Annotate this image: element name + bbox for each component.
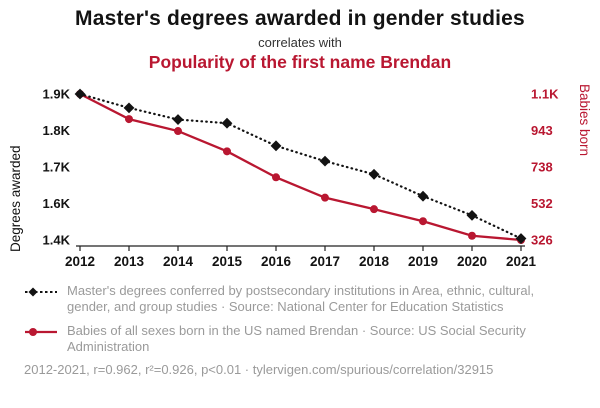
x-tick-label: 2018 [359,254,390,269]
data-point-degrees [515,233,527,244]
plot-svg: 2012 2013 2014 2015 2016 2017 2018 2019 2020 2021… [43,87,560,270]
data-point-brendan [419,217,427,226]
right-axis-tick-label: 943 [531,123,553,138]
series-line-brendan [79,92,522,242]
x-tick-label: 2012 [65,254,95,269]
chart-secondary-title: Popularity of the first name Brendan [148,52,452,72]
left-axis-tick-label: 1.4K [43,233,71,248]
data-point-degrees [74,88,86,100]
left-axis-tick-label: 1.9K [43,87,71,102]
data-point-degrees [172,114,184,125]
data-point-degrees [417,190,429,202]
legend-item-degrees: Master's degrees conferred by postsecond… [24,283,580,316]
data-point-brendan [272,173,280,182]
data-point-brendan [174,127,182,136]
data-point-brendan [125,115,133,124]
x-tick-label: 2019 [408,254,438,269]
right-axis-tick-label: 1.1K [531,87,559,102]
data-point-degrees [123,102,135,114]
legend-label-degrees: Master's degrees conferred by postsecond… [67,283,535,315]
x-tick-label: 2015 [212,254,243,269]
data-point-degrees [270,140,282,152]
series-line-degrees [78,92,523,240]
right-axis-tick-label: 532 [531,196,553,211]
right-axis-title: Babies born [577,84,592,157]
data-point-degrees [221,117,233,129]
legend: Master's degrees conferred by postsecond… [24,283,580,378]
data-point-brendan [321,193,329,202]
data-point-degrees [319,155,331,167]
red-line-circle-legend-icon [24,323,58,342]
left-axis-tick-label: 1.6K [43,196,71,211]
x-tick-label: 2016 [261,254,292,269]
stats-line: 2012-2021, r=0.962, r²=0.926, p<0.01 · t… [24,362,494,377]
x-tick-label: 2014 [163,254,194,269]
data-point-degrees [368,168,380,180]
x-tick-label: 2021 [506,254,537,269]
legend-item-brendan: Babies of all sexes born in the US named… [24,323,580,356]
chart-subtitle: correlates with [258,35,342,50]
data-point-brendan [223,147,231,156]
x-tick-label: 2013 [114,254,145,269]
right-axis-tick-label: 738 [531,160,553,175]
legend-label-brendan: Babies of all sexes born in the US named… [67,322,526,354]
chart-title: Master's degrees awarded in gender studi… [75,7,525,30]
x-tick-label: 2020 [457,254,487,269]
data-point-degrees [466,209,478,221]
black-dotted-diamond-legend-icon [24,283,58,302]
left-axis-tick-label: 1.7K [43,160,71,175]
data-point-brendan [468,231,476,240]
x-tick-label: 2017 [310,254,340,269]
left-axis-tick-label: 1.8K [43,123,71,138]
data-point-brendan [370,205,378,214]
right-axis-tick-label: 326 [531,233,553,248]
